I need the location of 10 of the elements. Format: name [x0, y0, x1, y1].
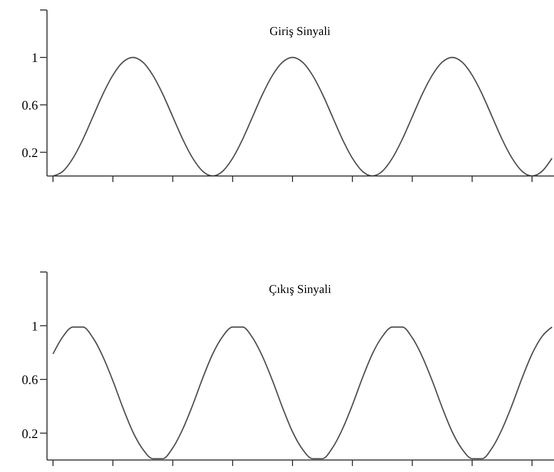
y-tick-label: 0.2	[22, 426, 38, 441]
y-tick-label: 1	[32, 318, 38, 334]
line-series	[52, 326, 553, 460]
y-tick-label: 0.2	[22, 144, 38, 160]
y-tick-label: 0.6	[22, 372, 38, 388]
text: Çıkış Sinyali	[268, 282, 332, 297]
text: Giriş Sinyali	[268, 24, 332, 39]
y-tick-label: 0.6	[22, 97, 38, 112]
line-series	[52, 56, 553, 176]
y-tick-label: 1	[32, 50, 38, 66]
